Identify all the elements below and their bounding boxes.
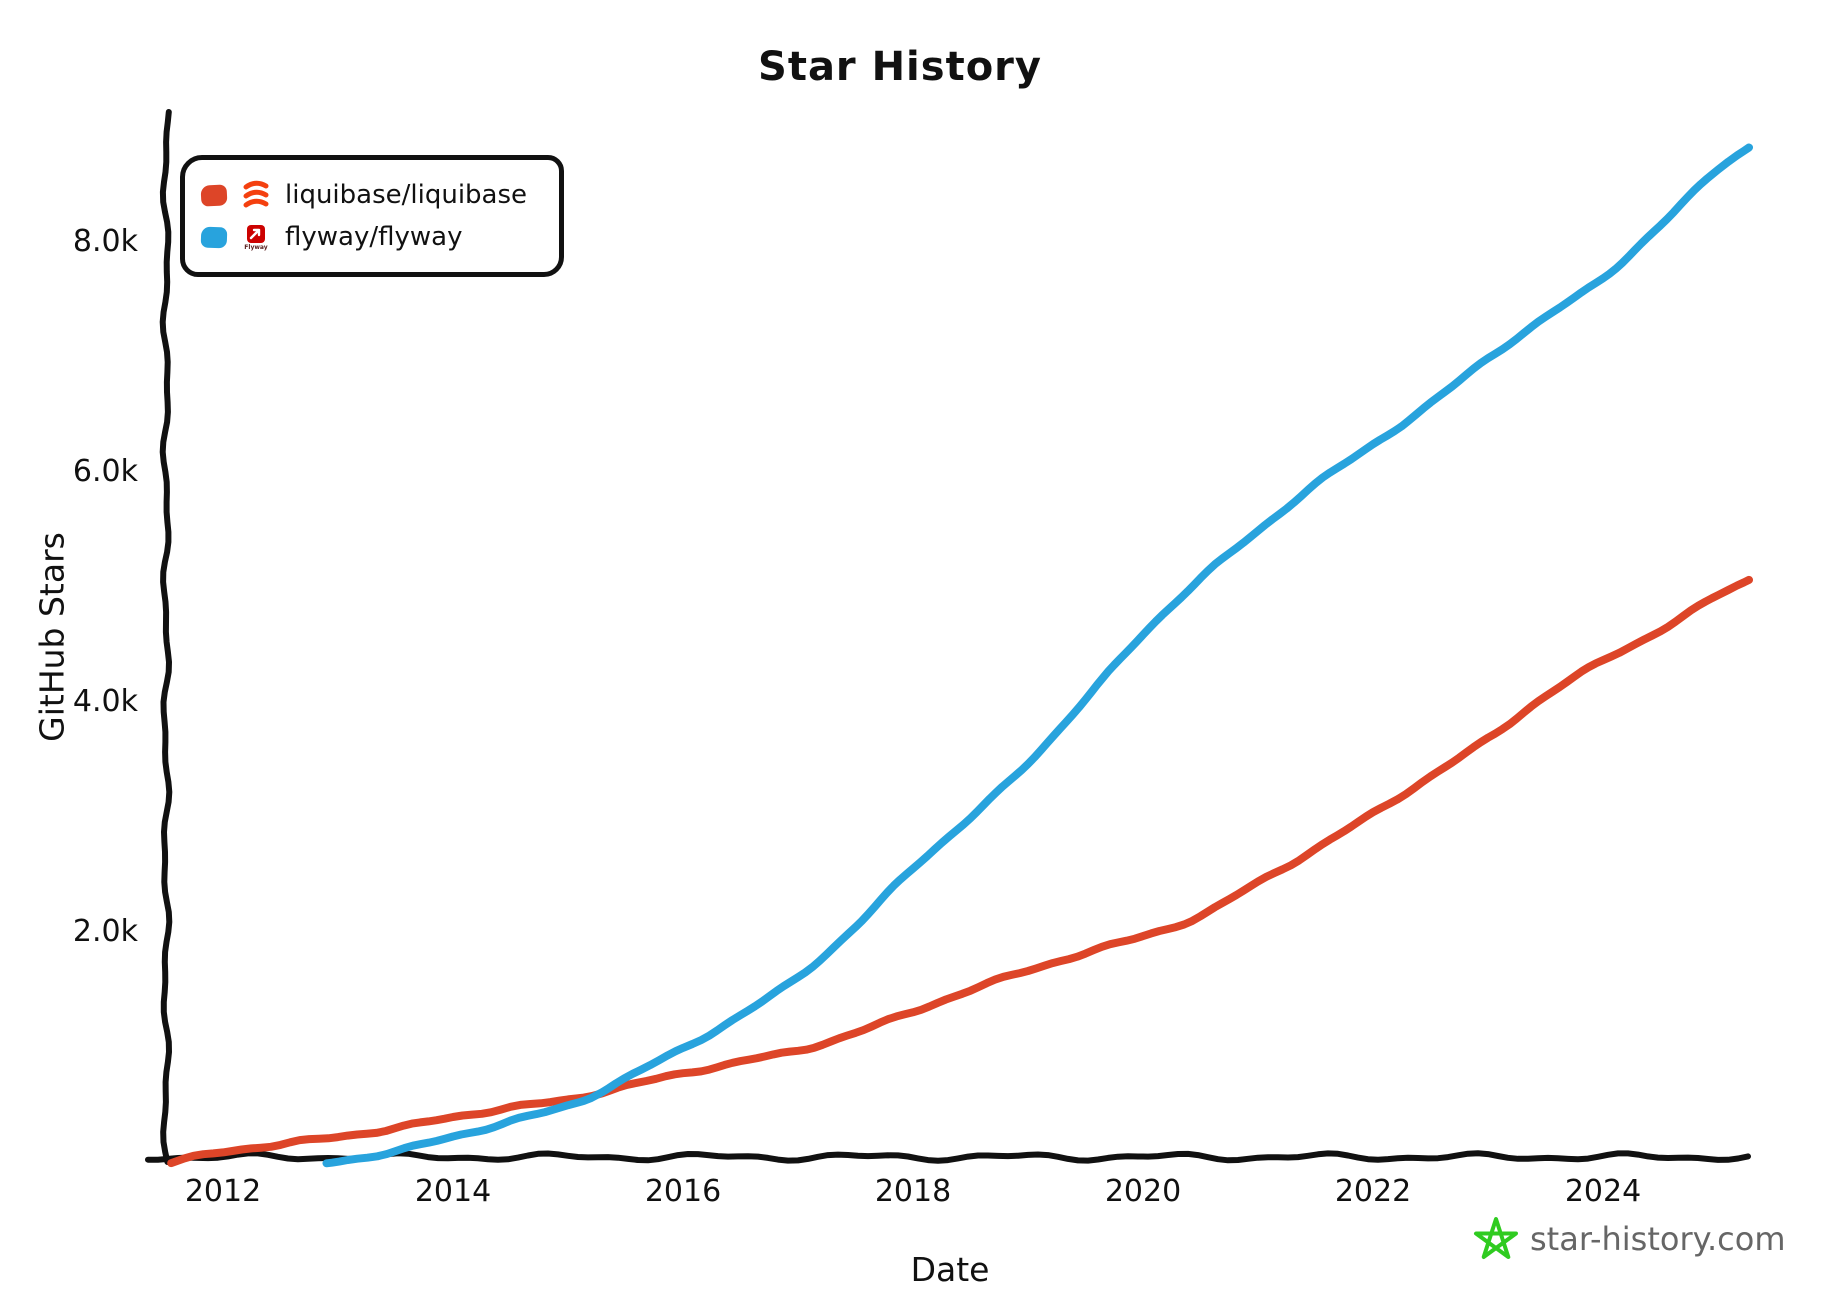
y-tick-label-6.0k: 6.0k: [72, 454, 138, 489]
x-tick-label-2024: 2024: [1564, 1174, 1642, 1209]
legend-item-liquibase: liquibase/liquibase: [185, 178, 559, 212]
legend-item-label: liquibase/liquibase: [285, 180, 528, 210]
legend: liquibase/liquibase Flyway flyway/flyway: [180, 155, 564, 277]
x-axis-title: Date: [910, 1250, 990, 1289]
y-tick-label-8.0k: 8.0k: [72, 224, 138, 259]
flyway-logo-icon: Flyway: [240, 220, 272, 254]
chart-title: Star History: [758, 44, 1042, 90]
x-axis-line: [145, 1150, 1751, 1164]
x-tick-label-2022: 2022: [1334, 1174, 1412, 1209]
series-swatch-liquibase: [200, 183, 228, 207]
series-line-liquibase: [167, 575, 1753, 1168]
star-icon: [1474, 1217, 1518, 1259]
series-line-flyway: [322, 143, 1753, 1168]
x-tick-label-2016: 2016: [644, 1174, 722, 1209]
legend-item-flyway: Flyway flyway/flyway: [185, 220, 559, 254]
watermark: star-history.com: [1472, 1214, 1786, 1264]
legend-item-label: flyway/flyway: [285, 222, 463, 252]
y-tick-label-4.0k: 4.0k: [72, 684, 138, 719]
flyway-logo-text: Flyway: [244, 243, 268, 251]
x-tick-label-2018: 2018: [874, 1174, 952, 1209]
watermark-text: star-history.com: [1530, 1220, 1786, 1258]
x-tick-label-2012: 2012: [184, 1174, 262, 1209]
x-tick-label-2014: 2014: [414, 1174, 492, 1209]
y-axis-line: [159, 109, 173, 1165]
series-swatch-flyway: [200, 226, 228, 248]
y-tick-label-2.0k: 2.0k: [72, 914, 138, 949]
liquibase-logo-icon: [240, 178, 272, 212]
x-tick-label-2020: 2020: [1104, 1174, 1182, 1209]
